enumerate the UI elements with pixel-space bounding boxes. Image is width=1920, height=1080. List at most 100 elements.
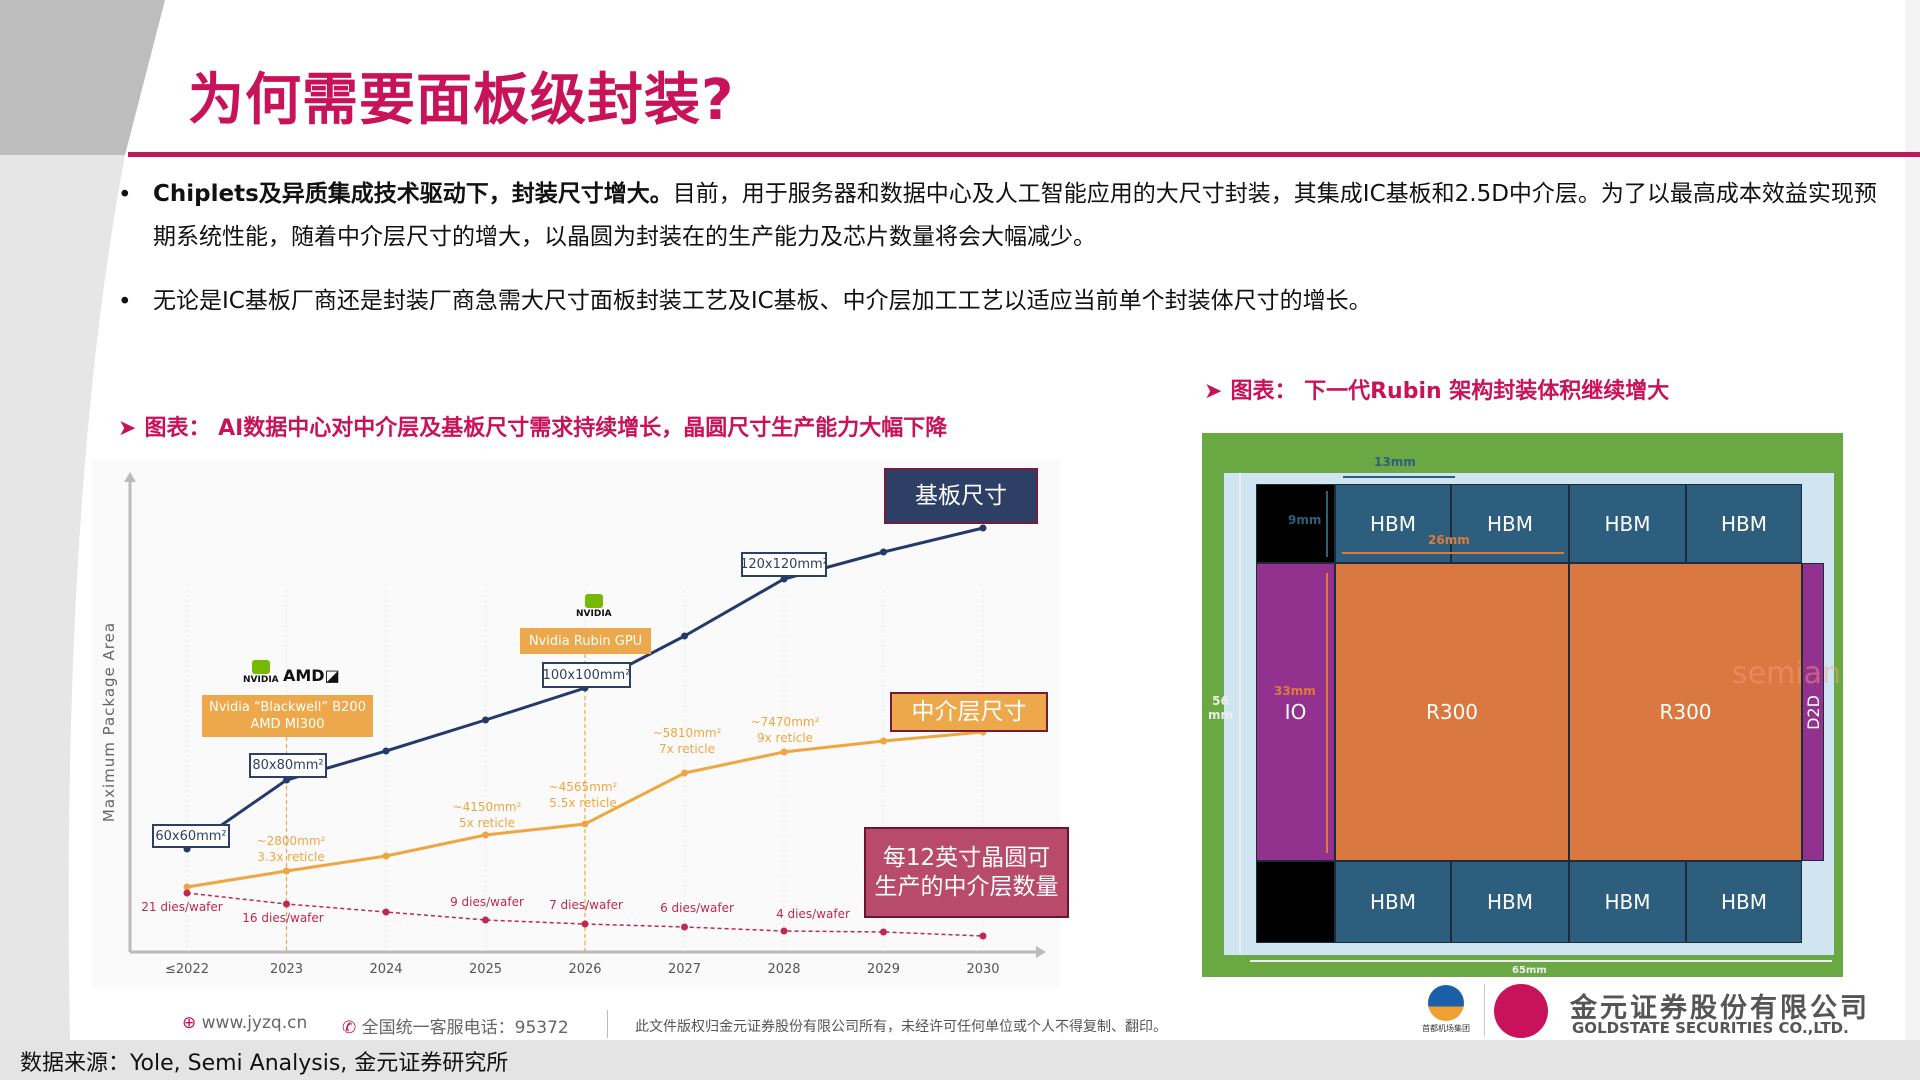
- x-tick-label: 2028: [767, 962, 801, 977]
- data-point: [283, 867, 290, 875]
- dim-9mm: 9mm: [1288, 513, 1322, 527]
- r300-die: R300: [1335, 563, 1569, 861]
- label-80x80: 80x80mm²: [249, 753, 327, 778]
- right-chart-title: ➤ 图表： 下一代Rubin 架构封装体积继续增大: [1204, 373, 1669, 405]
- bullet-marker: •: [118, 182, 132, 208]
- x-tick-label: 2025: [468, 962, 503, 977]
- x-tick-label: ≤2022: [165, 962, 209, 977]
- hbm-block: HBM: [1335, 484, 1451, 563]
- website-link[interactable]: ⊕ www.jyzq.cn: [182, 1013, 308, 1033]
- hbm-block: HBM: [1335, 861, 1451, 943]
- bullet-1: Chiplets及异质集成技术驱动下，封装尺寸增大。目前，用于服务器和数据中心及…: [153, 173, 1893, 259]
- data-source: 数据来源：Yole, Semi Analysis, 金元证券研究所: [20, 1051, 509, 1076]
- spacer-block: [1256, 484, 1335, 563]
- footer-divider: [607, 1010, 608, 1038]
- hbm-block: HBM: [1686, 861, 1802, 943]
- legend-dies-per-wafer: 每12英寸晶圆可生产的中介层数量: [864, 827, 1069, 918]
- data-point: [183, 889, 191, 897]
- data-point: [382, 852, 390, 860]
- data-point: [979, 932, 987, 940]
- bullet-2-text: 无论是IC基板厂商还是封装厂商急需大尺寸面板封装工艺及IC基板、中介层加工工艺以…: [153, 288, 1372, 314]
- interposer-label-2028: ~7470mm² 9x reticle: [750, 715, 820, 745]
- hbm-block: HBM: [1686, 484, 1802, 563]
- logo-divider: [1484, 984, 1485, 1036]
- data-point: [880, 737, 887, 745]
- interposer-label-2027: ~5810mm² 7x reticle: [652, 726, 722, 756]
- dim-56mm: 56 mm: [1208, 694, 1234, 722]
- hbm-block: HBM: [1451, 861, 1569, 943]
- dies-label-2023: 16 dies/wafer: [242, 911, 324, 925]
- hbm-block: HBM: [1569, 484, 1686, 563]
- legend-interposer-size: 中介层尺寸: [890, 692, 1048, 732]
- r300-die: R300: [1569, 563, 1802, 861]
- company-name-en: GOLDSTATE SECURITIES CO.,LTD.: [1572, 1019, 1849, 1037]
- data-point: [382, 747, 390, 755]
- data-point: [681, 923, 688, 931]
- d2d-block: D2D: [1802, 563, 1824, 861]
- dies-label-2022: 21 dies/wafer: [141, 900, 223, 914]
- data-point: [681, 769, 688, 777]
- hbm-block: HBM: [1451, 484, 1569, 563]
- x-tick-label: 2023: [269, 962, 304, 977]
- y-axis-label: Maximum Package Area: [100, 621, 118, 823]
- nvidia-logo: NVIDIA: [243, 660, 279, 685]
- interposer-label-2025: ~4150mm² 5x reticle: [452, 800, 522, 830]
- label-120x120: 120x120mm²: [740, 552, 828, 577]
- dies-label-2028: 4 dies/wafer: [776, 907, 850, 921]
- interposer-label-2023: ~2800mm² 3.3x reticle: [256, 834, 326, 864]
- hotline: ✆ 全国统一客服电话：95372: [342, 1018, 569, 1038]
- data-point: [283, 776, 290, 784]
- y-axis-arrow: [124, 472, 136, 482]
- x-tick-label: 2030: [966, 962, 1000, 977]
- dim-33mm: 33mm: [1274, 684, 1316, 698]
- data-point: [183, 883, 191, 891]
- dim-13mm: 13mm: [1374, 455, 1416, 469]
- data-point: [880, 928, 887, 936]
- data-point: [482, 916, 489, 924]
- x-tick-label: 2029: [866, 962, 901, 977]
- data-point: [780, 575, 788, 583]
- dies-label-2027: 6 dies/wafer: [660, 901, 734, 915]
- data-point: [780, 927, 788, 935]
- data-point: [482, 831, 489, 839]
- data-point: [482, 716, 489, 724]
- data-point: [780, 748, 788, 756]
- dies-label-2025: 9 dies/wafer: [450, 895, 524, 909]
- hbm-block: HBM: [1569, 861, 1686, 943]
- dim-65mm: 65mm: [1512, 965, 1547, 976]
- globe-icon: ⊕: [182, 1013, 197, 1033]
- nvidia-logo: NVIDIA: [576, 594, 612, 619]
- watermark: semianalysis: [1732, 656, 1843, 691]
- phone-icon: ✆: [342, 1018, 357, 1038]
- io-die: IO: [1256, 563, 1335, 861]
- amd-logo: AMD◪: [283, 666, 340, 685]
- bullet-1-bold: Chiplets及异质集成技术驱动下，封装尺寸增大。: [153, 181, 673, 207]
- dimension-arrows: semianalysis: [1239, 473, 1843, 962]
- label-100x100: 100x100mm²: [542, 662, 631, 688]
- data-point: [382, 908, 390, 916]
- dies-label-2026: 7 dies/wafer: [549, 898, 623, 912]
- annotation-blackwell-mi300: Nvidia “Blackwell” B200 AMD MI300: [202, 695, 373, 737]
- data-point: [283, 900, 290, 908]
- rubin-package-diagram: HBM HBM HBM HBM IO R300 R300 D2D HBM HBM…: [1202, 433, 1843, 977]
- x-tick-label: 2024: [369, 962, 403, 977]
- label-60x60: 60x60mm²: [152, 824, 230, 848]
- page-title: 为何需要面板级封装?: [188, 68, 735, 133]
- legend-substrate-size: 基板尺寸: [884, 468, 1038, 524]
- arrow-icon: ➤: [1204, 379, 1223, 404]
- interposer-label-2026: ~4565mm² 5.5x reticle: [548, 780, 618, 810]
- copyright: 此文件版权归金元证券股份有限公司所有，未经许可任何单位或个人不得复制、翻印。: [635, 1019, 1167, 1035]
- left-chart-title-text: 图表： AI数据中心对中介层及基板尺寸需求持续增长，晶圆尺寸生产能力大幅下降: [144, 416, 948, 441]
- left-chart-title: ➤ 图表： AI数据中心对中介层及基板尺寸需求持续增长，晶圆尺寸生产能力大幅下降: [118, 410, 947, 442]
- goldstate-logo-icon: [1494, 984, 1548, 1038]
- data-point: [681, 632, 688, 640]
- bullet-1-text: 目前，用于服务器和数据中心及人工智能应用的大尺寸封装，其集成IC基板和2.5D中…: [153, 181, 1877, 250]
- spacer-block: [1256, 861, 1335, 943]
- data-point: [581, 820, 589, 828]
- title-divider: [128, 152, 1920, 157]
- x-axis-arrow: [1036, 946, 1046, 958]
- x-tick-label: 2026: [568, 962, 602, 977]
- bullet-marker: •: [118, 289, 132, 315]
